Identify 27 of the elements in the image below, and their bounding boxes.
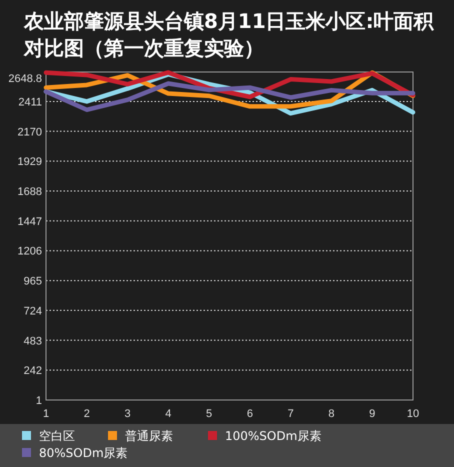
y-tick-label: 2170	[18, 126, 42, 138]
legend-label: 80%SODm尿素	[39, 446, 128, 460]
legend-label: 空白区	[39, 429, 75, 443]
x-tick-label: 10	[406, 408, 420, 420]
y-tick-label: 2411	[18, 96, 42, 108]
y-tick-label: 1688	[18, 186, 42, 198]
x-tick-label: 7	[288, 408, 294, 420]
y-tick-label: 1447	[18, 216, 42, 228]
y-tick-label: 1	[36, 395, 42, 407]
title: 农业部肇源县头台镇8月11日玉米小区:叶面积对比图（第一次重复实验）	[24, 9, 434, 60]
y-tick-label: 2648.8	[8, 73, 42, 85]
legend-label: 普通尿素	[125, 429, 173, 443]
y-tick-label: 1929	[18, 156, 42, 168]
x-tick-label: 6	[246, 408, 253, 420]
x-tick-label: 1	[42, 408, 50, 420]
x-tick-label: 4	[165, 408, 172, 420]
y-tick-label: 1206	[18, 246, 42, 258]
x-tick-label: 5	[206, 408, 212, 420]
y-tick-label: 724	[24, 305, 42, 318]
y-tick-label: 483	[24, 335, 42, 348]
x-tick-label: 8	[328, 408, 335, 420]
legend-label: 100%SODm尿素	[225, 429, 322, 443]
y-tick-label: 242	[24, 365, 42, 378]
x-tick-label: 3	[124, 408, 131, 420]
x-tick-label: 9	[369, 408, 376, 420]
y-tick-label: 965	[24, 276, 42, 288]
x-tick-label: 2	[84, 408, 90, 420]
